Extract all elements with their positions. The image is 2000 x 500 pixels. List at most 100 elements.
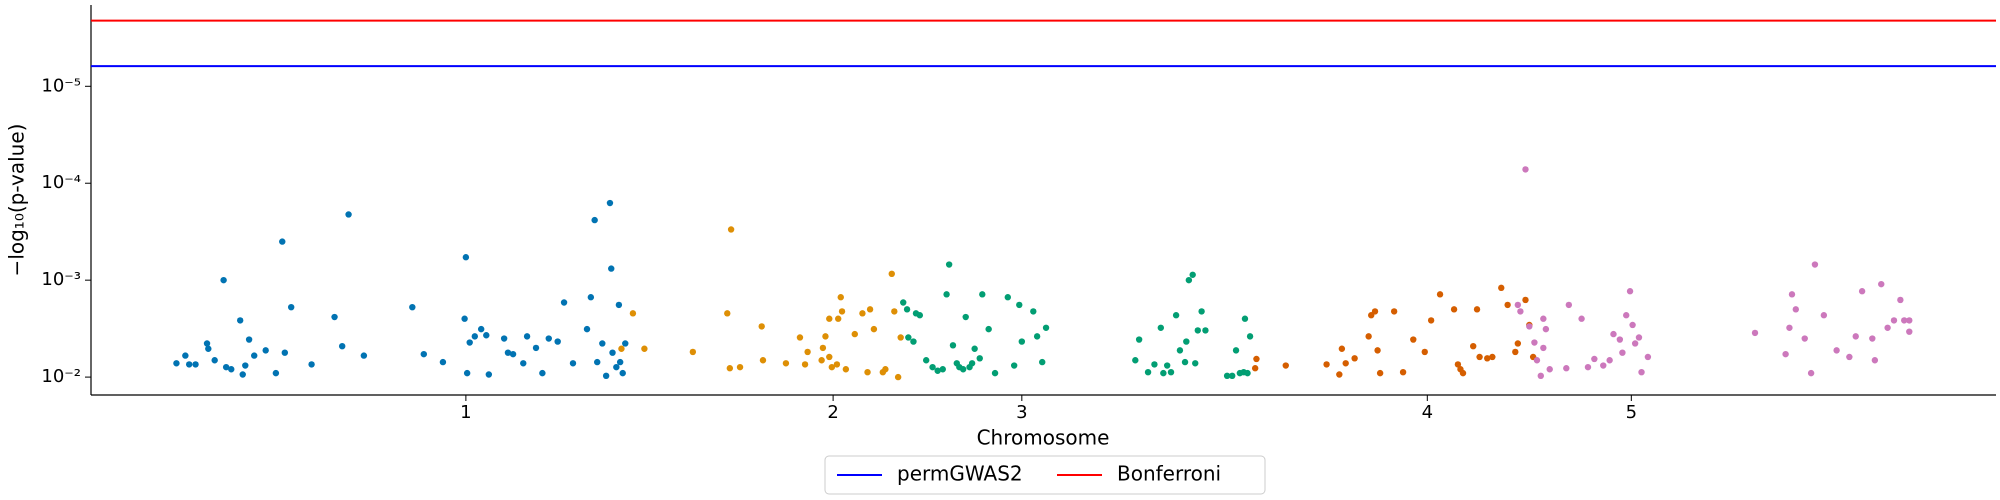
point: [618, 345, 625, 352]
point: [338, 342, 346, 350]
point: [1871, 357, 1879, 364]
x-tick-label: 4: [1422, 402, 1433, 423]
point: [945, 261, 953, 268]
point: [345, 211, 352, 218]
point: [1251, 365, 1259, 372]
point: [1172, 312, 1180, 319]
point: [943, 291, 950, 298]
point: [1004, 294, 1011, 301]
point: [818, 357, 825, 364]
point: [916, 312, 924, 319]
point: [520, 360, 527, 367]
point: [1517, 308, 1524, 315]
point: [1512, 348, 1519, 356]
point: [439, 358, 447, 366]
point: [1578, 315, 1585, 322]
point: [851, 330, 858, 338]
point: [1616, 336, 1624, 343]
point: [1223, 372, 1231, 380]
point: [826, 353, 833, 361]
point: [1241, 315, 1249, 322]
point: [1144, 368, 1152, 376]
point: [1282, 362, 1289, 369]
y-tick-label: 10⁻⁴: [41, 172, 81, 193]
point: [1232, 347, 1240, 354]
point: [1504, 301, 1511, 309]
point: [1890, 317, 1898, 324]
point: [331, 313, 338, 321]
point: [1244, 369, 1251, 377]
point: [801, 361, 809, 368]
point: [1167, 368, 1175, 376]
point: [1016, 301, 1023, 309]
point: [1454, 361, 1462, 368]
point: [239, 371, 246, 378]
point: [1018, 338, 1026, 345]
point: [360, 352, 368, 359]
point: [262, 347, 269, 354]
point: [979, 291, 986, 298]
legend-label: permGWAS2: [897, 462, 1023, 486]
point: [1858, 288, 1866, 295]
point: [838, 308, 846, 315]
point: [724, 310, 731, 317]
point: [409, 303, 416, 311]
point: [962, 313, 969, 321]
point: [1351, 355, 1358, 362]
point: [1338, 345, 1346, 352]
point: [1484, 355, 1491, 362]
point: [1459, 369, 1467, 377]
point: [1540, 315, 1547, 322]
point: [1619, 349, 1626, 356]
point: [1189, 271, 1196, 278]
point: [1033, 333, 1041, 340]
point: [1811, 261, 1819, 268]
point: [1546, 366, 1553, 373]
point: [1253, 355, 1260, 363]
point: [615, 301, 623, 309]
point: [1644, 353, 1652, 361]
point: [864, 368, 871, 376]
point: [523, 333, 531, 340]
point: [1450, 306, 1458, 313]
point: [1563, 365, 1570, 372]
point: [609, 349, 616, 356]
point: [1600, 362, 1607, 369]
point: [1526, 323, 1533, 330]
point: [726, 365, 734, 372]
point: [1751, 329, 1759, 337]
point: [532, 344, 540, 352]
point: [420, 350, 428, 358]
point: [1522, 166, 1529, 173]
point: [629, 310, 637, 317]
point: [1157, 324, 1165, 331]
point: [466, 339, 473, 346]
point: [205, 345, 212, 352]
point: [758, 323, 765, 330]
point: [245, 336, 253, 343]
point: [1540, 344, 1547, 352]
x-tick-label: 3: [1016, 402, 1027, 423]
legend-box: [824, 455, 1266, 495]
point: [485, 371, 493, 378]
point: [1151, 361, 1158, 368]
point: [882, 366, 889, 373]
point: [910, 338, 917, 345]
point: [1376, 369, 1384, 377]
point: [619, 369, 626, 377]
point: [1183, 338, 1190, 345]
point: [1323, 361, 1330, 368]
point: [287, 303, 295, 311]
point: [888, 270, 895, 278]
point: [1514, 301, 1522, 309]
point: [483, 332, 490, 339]
point: [968, 360, 976, 367]
point: [594, 358, 601, 366]
point: [985, 325, 992, 333]
point: [842, 366, 850, 373]
point: [1202, 327, 1209, 334]
point: [1792, 306, 1800, 313]
point: [211, 357, 218, 364]
x-tick-label: 1: [460, 402, 471, 423]
point: [866, 306, 874, 313]
